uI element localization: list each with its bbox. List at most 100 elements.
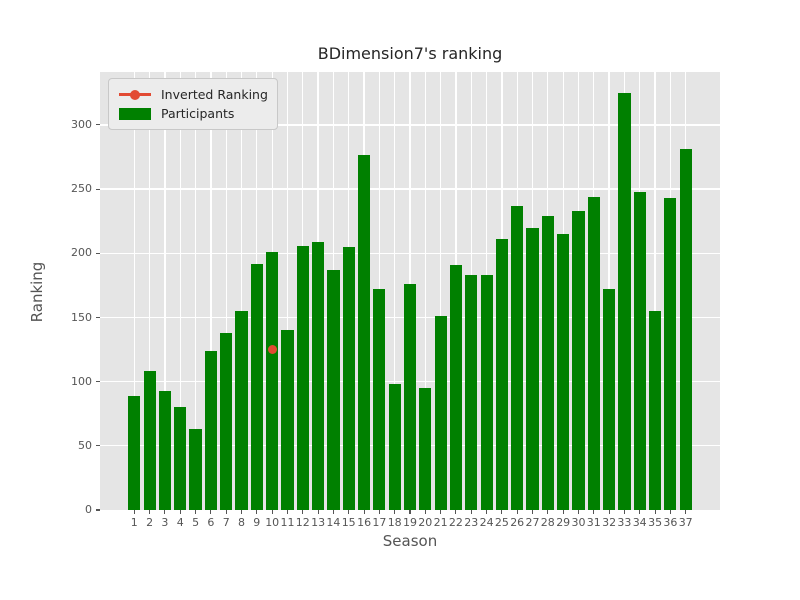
bar-season-13 [312, 241, 325, 510]
bar-season-6 [204, 350, 218, 510]
x-tick-mark [501, 510, 503, 514]
x-tick-label: 9 [253, 516, 261, 529]
bar-season-37 [679, 149, 692, 510]
x-tick-mark [240, 510, 243, 514]
x-tick-label: 2 [146, 516, 154, 529]
bar-season-26 [511, 205, 524, 510]
x-axis-label: Season [382, 532, 438, 550]
y-axis-label: Ranking [28, 261, 46, 323]
x-tick-label: 33 [617, 516, 632, 529]
gridline-vertical [654, 72, 656, 510]
legend: Inverted Ranking Participants [108, 78, 278, 130]
x-tick-label: 19 [403, 516, 417, 529]
bar-season-24 [480, 275, 493, 510]
x-tick-mark [654, 510, 656, 514]
x-tick-label: 13 [311, 516, 326, 529]
x-tick-mark [623, 510, 625, 514]
bar-season-4 [174, 407, 187, 510]
bar-season-14 [327, 270, 340, 510]
x-tick-label: 15 [341, 516, 356, 529]
x-tick-mark [256, 510, 258, 514]
bar-season-17 [373, 289, 386, 510]
x-tick-mark [271, 510, 273, 514]
bar-season-1 [128, 395, 141, 510]
bar-season-22 [449, 264, 463, 510]
bar-season-11 [281, 330, 294, 510]
x-tick-label: 34 [632, 516, 647, 529]
bar-season-20 [419, 388, 432, 510]
bar-season-18 [388, 384, 401, 510]
x-tick-label: 27 [525, 516, 540, 529]
bar-season-32 [603, 289, 616, 510]
y-tick-mark [96, 188, 100, 190]
x-tick-mark [302, 510, 304, 514]
legend-item-participants: Participants [119, 104, 267, 123]
bar-season-7 [220, 332, 233, 510]
bar-season-36 [664, 198, 677, 510]
x-tick-mark [669, 510, 671, 514]
bar-season-25 [495, 239, 509, 510]
x-tick-label: 29 [556, 516, 571, 529]
inverted-ranking-point [267, 345, 277, 355]
y-tick-mark [96, 316, 100, 319]
legend-label-participants: Participants [161, 106, 235, 121]
bar-season-23 [465, 275, 478, 510]
x-tick-label: 16 [357, 516, 372, 529]
bar-season-10 [266, 252, 279, 510]
x-tick-label: 7 [222, 516, 230, 529]
x-tick-label: 32 [602, 516, 617, 529]
x-tick-label: 4 [176, 516, 184, 529]
bar-season-29 [557, 234, 570, 510]
gridline-vertical [225, 72, 227, 510]
x-tick-mark [286, 510, 289, 514]
x-tick-mark [639, 510, 641, 514]
x-tick-mark [149, 510, 151, 514]
x-tick-label: 26 [510, 516, 525, 529]
x-tick-label: 10 [265, 516, 280, 529]
gridline-vertical [286, 72, 289, 510]
y-tick-mark [96, 445, 100, 447]
x-tick-mark [225, 510, 227, 514]
x-tick-mark [531, 510, 534, 514]
x-tick-label: 36 [663, 516, 678, 529]
gridline-vertical [164, 72, 166, 510]
x-tick-mark [424, 510, 426, 514]
bar-season-9 [250, 263, 263, 510]
x-tick-label: 24 [479, 516, 494, 529]
x-tick-label: 31 [586, 516, 601, 529]
x-tick-label: 6 [207, 516, 215, 529]
gridline-horizontal [100, 188, 720, 190]
x-tick-mark [363, 510, 365, 514]
bar-season-2 [143, 371, 156, 510]
inverted-ranking-dot-icon [130, 89, 140, 100]
bar-season-16 [357, 154, 371, 510]
gridline-vertical [394, 72, 396, 510]
bar-season-35 [648, 311, 662, 510]
x-tick-mark [608, 510, 610, 514]
y-tick-mark [96, 381, 100, 383]
y-tick-label: 250 [71, 182, 92, 196]
x-tick-label: 21 [433, 516, 448, 529]
x-tick-mark [195, 510, 197, 514]
x-tick-label: 8 [238, 516, 245, 529]
gridline-vertical [439, 72, 442, 510]
x-tick-mark [547, 510, 549, 514]
y-tick-mark [96, 509, 100, 511]
bar-season-33 [618, 92, 631, 510]
y-tick-label: 150 [71, 310, 92, 324]
bar-season-15 [342, 246, 355, 510]
gridline-vertical [194, 72, 197, 510]
x-tick-label: 25 [494, 516, 509, 529]
y-tick-mark [96, 252, 100, 254]
x-tick-mark [378, 510, 380, 514]
participants-swatch-icon [119, 107, 151, 120]
y-tick-mark [96, 124, 100, 126]
x-tick-mark [455, 510, 457, 514]
x-tick-label: 37 [678, 516, 693, 529]
x-tick-label: 23 [464, 516, 479, 529]
gridline-vertical [240, 72, 243, 510]
x-tick-mark [409, 510, 411, 514]
x-tick-mark [317, 510, 319, 514]
gridline-vertical [210, 72, 212, 510]
